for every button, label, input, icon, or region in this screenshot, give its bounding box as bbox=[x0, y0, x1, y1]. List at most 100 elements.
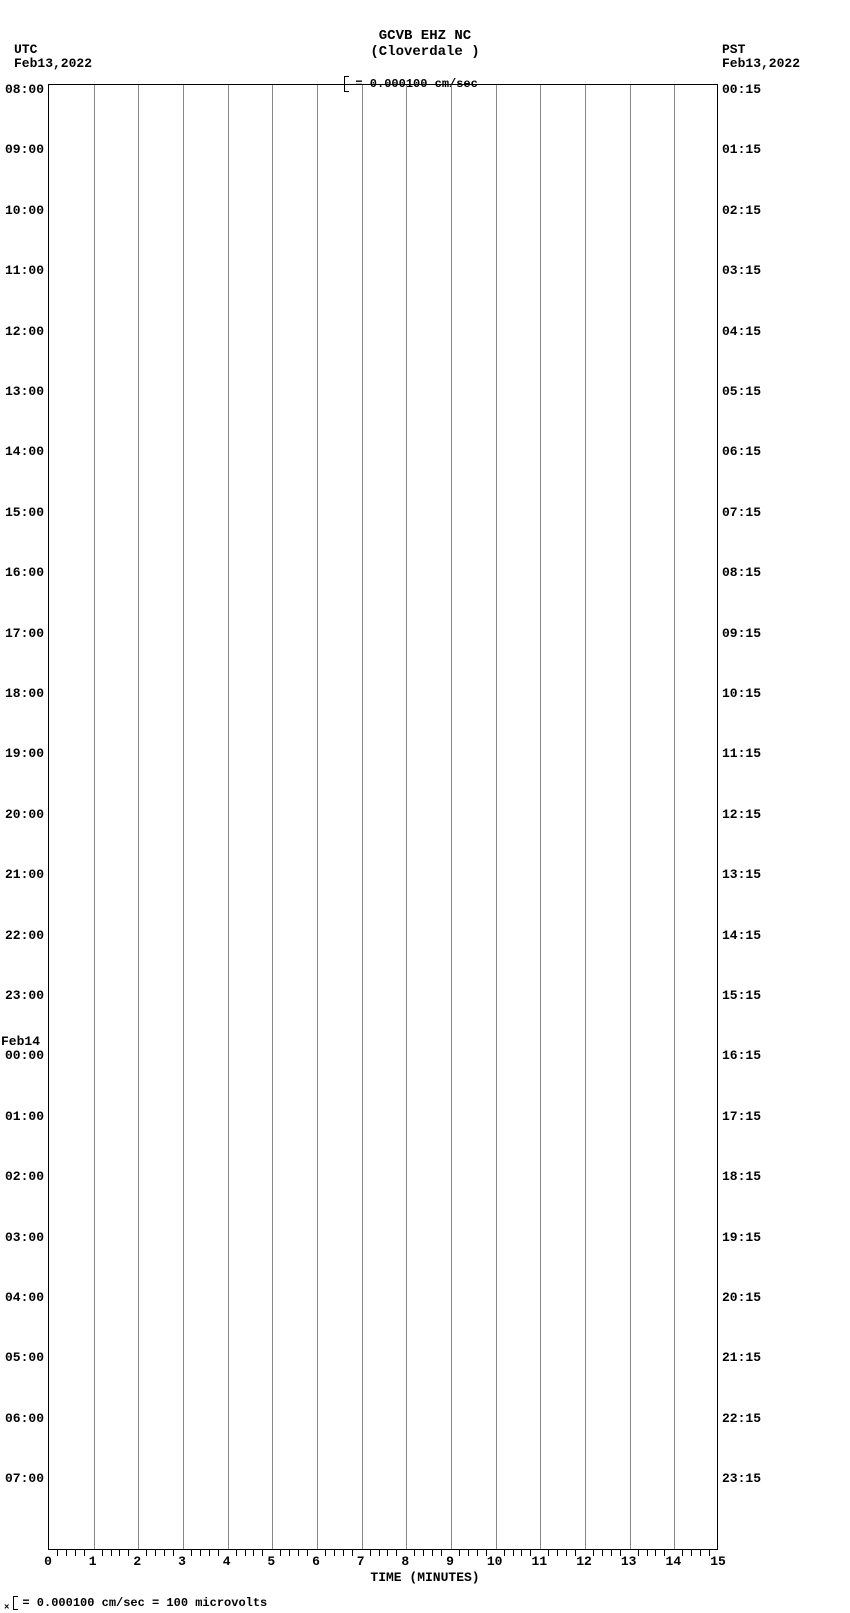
seismic-trace bbox=[49, 906, 719, 907]
seismogram-plot bbox=[48, 84, 718, 1550]
x-minor-tick bbox=[236, 1550, 237, 1556]
x-minor-tick bbox=[379, 1550, 380, 1556]
seismic-trace bbox=[49, 378, 719, 379]
seismic-trace bbox=[49, 891, 719, 892]
x-minor-tick bbox=[253, 1550, 254, 1556]
x-minor-tick bbox=[700, 1550, 701, 1556]
x-minor-tick bbox=[307, 1550, 308, 1556]
x-minor-tick bbox=[396, 1550, 397, 1556]
x-minor-tick bbox=[164, 1550, 165, 1556]
x-minor-tick bbox=[370, 1550, 371, 1556]
seismic-trace bbox=[49, 1239, 719, 1240]
seismic-trace bbox=[49, 529, 719, 530]
pst-hour-label: 10:15 bbox=[722, 686, 761, 701]
utc-hour-label: 03:00 bbox=[5, 1230, 44, 1245]
seismic-trace bbox=[49, 242, 719, 243]
pst-hour-label: 19:15 bbox=[722, 1230, 761, 1245]
seismic-trace bbox=[49, 755, 719, 756]
seismic-trace bbox=[49, 318, 719, 319]
seismic-trace bbox=[49, 348, 719, 349]
utc-hour-label: 05:00 bbox=[5, 1350, 44, 1365]
x-tick-label: 0 bbox=[44, 1554, 52, 1569]
utc-hour-label: 15:00 bbox=[5, 505, 44, 520]
x-tick-label: 13 bbox=[621, 1554, 637, 1569]
seismic-trace bbox=[49, 620, 719, 621]
x-tick-label: 6 bbox=[312, 1554, 320, 1569]
x-minor-tick bbox=[504, 1550, 505, 1556]
x-tick-label: 15 bbox=[710, 1554, 726, 1569]
x-minor-tick bbox=[521, 1550, 522, 1556]
x-tick-label: 12 bbox=[576, 1554, 592, 1569]
seismic-trace bbox=[49, 937, 719, 938]
seismic-trace bbox=[49, 604, 719, 605]
pst-hour-label: 22:15 bbox=[722, 1411, 761, 1426]
seismic-trace bbox=[49, 438, 719, 439]
x-minor-tick bbox=[343, 1550, 344, 1556]
x-minor-tick bbox=[441, 1550, 442, 1556]
x-minor-tick bbox=[647, 1550, 648, 1556]
x-tick-label: 8 bbox=[401, 1554, 409, 1569]
seismic-trace bbox=[49, 665, 719, 666]
left-date: Feb13,2022 bbox=[14, 56, 92, 71]
seismic-trace bbox=[49, 1193, 719, 1194]
seismic-trace bbox=[49, 559, 719, 560]
seismic-trace bbox=[49, 1073, 719, 1074]
seismic-trace bbox=[49, 1163, 719, 1164]
seismic-trace bbox=[49, 151, 719, 152]
seismic-trace bbox=[49, 771, 719, 772]
seismic-trace bbox=[49, 876, 719, 877]
seismic-trace bbox=[49, 1269, 719, 1270]
seismic-trace bbox=[49, 846, 719, 847]
x-tick-label: 11 bbox=[532, 1554, 548, 1569]
seismic-trace bbox=[49, 544, 719, 545]
seismic-trace bbox=[49, 1118, 719, 1119]
utc-hour-label: 12:00 bbox=[5, 324, 44, 339]
x-minor-tick bbox=[155, 1550, 156, 1556]
x-tick-label: 9 bbox=[446, 1554, 454, 1569]
seismic-trace bbox=[49, 197, 719, 198]
seismic-trace bbox=[49, 725, 719, 726]
utc-hour-label: 19:00 bbox=[5, 746, 44, 761]
pst-hour-label: 06:15 bbox=[722, 444, 761, 459]
x-minor-tick bbox=[682, 1550, 683, 1556]
seismic-trace bbox=[49, 1133, 719, 1134]
seismic-trace bbox=[49, 1465, 719, 1466]
utc-hour-label: 02:00 bbox=[5, 1169, 44, 1184]
seismic-trace bbox=[49, 1510, 719, 1511]
seismic-trace bbox=[49, 786, 719, 787]
right-date: Feb13,2022 bbox=[722, 56, 800, 71]
seismic-trace bbox=[49, 574, 719, 575]
pst-hour-label: 05:15 bbox=[722, 384, 761, 399]
x-minor-tick bbox=[218, 1550, 219, 1556]
x-minor-tick bbox=[200, 1550, 201, 1556]
right-tz: PST bbox=[722, 42, 745, 57]
x-tick-label: 1 bbox=[89, 1554, 97, 1569]
x-minor-tick bbox=[102, 1550, 103, 1556]
pst-hour-label: 08:15 bbox=[722, 565, 761, 580]
x-minor-tick bbox=[57, 1550, 58, 1556]
x-tick-label: 3 bbox=[178, 1554, 186, 1569]
x-minor-tick bbox=[459, 1550, 460, 1556]
utc-hour-label: 04:00 bbox=[5, 1290, 44, 1305]
x-minor-tick bbox=[414, 1550, 415, 1556]
x-minor-tick bbox=[655, 1550, 656, 1556]
seismic-trace bbox=[49, 408, 719, 409]
seismic-trace bbox=[49, 801, 719, 802]
seismic-trace bbox=[49, 393, 719, 394]
x-minor-tick bbox=[468, 1550, 469, 1556]
left-tz: UTC bbox=[14, 42, 37, 57]
pst-hour-label: 21:15 bbox=[722, 1350, 761, 1365]
seismic-trace bbox=[49, 499, 719, 500]
seismic-trace bbox=[49, 1284, 719, 1285]
seismic-trace bbox=[49, 257, 719, 258]
seismic-trace bbox=[49, 1405, 719, 1406]
utc-hour-label: 22:00 bbox=[5, 928, 44, 943]
x-minor-tick bbox=[334, 1550, 335, 1556]
x-minor-tick bbox=[423, 1550, 424, 1556]
seismic-trace bbox=[49, 469, 719, 470]
x-tick-label: 10 bbox=[487, 1554, 503, 1569]
x-tick-label: 7 bbox=[357, 1554, 365, 1569]
x-minor-tick bbox=[691, 1550, 692, 1556]
seismic-trace bbox=[49, 680, 719, 681]
pst-hour-label: 07:15 bbox=[722, 505, 761, 520]
